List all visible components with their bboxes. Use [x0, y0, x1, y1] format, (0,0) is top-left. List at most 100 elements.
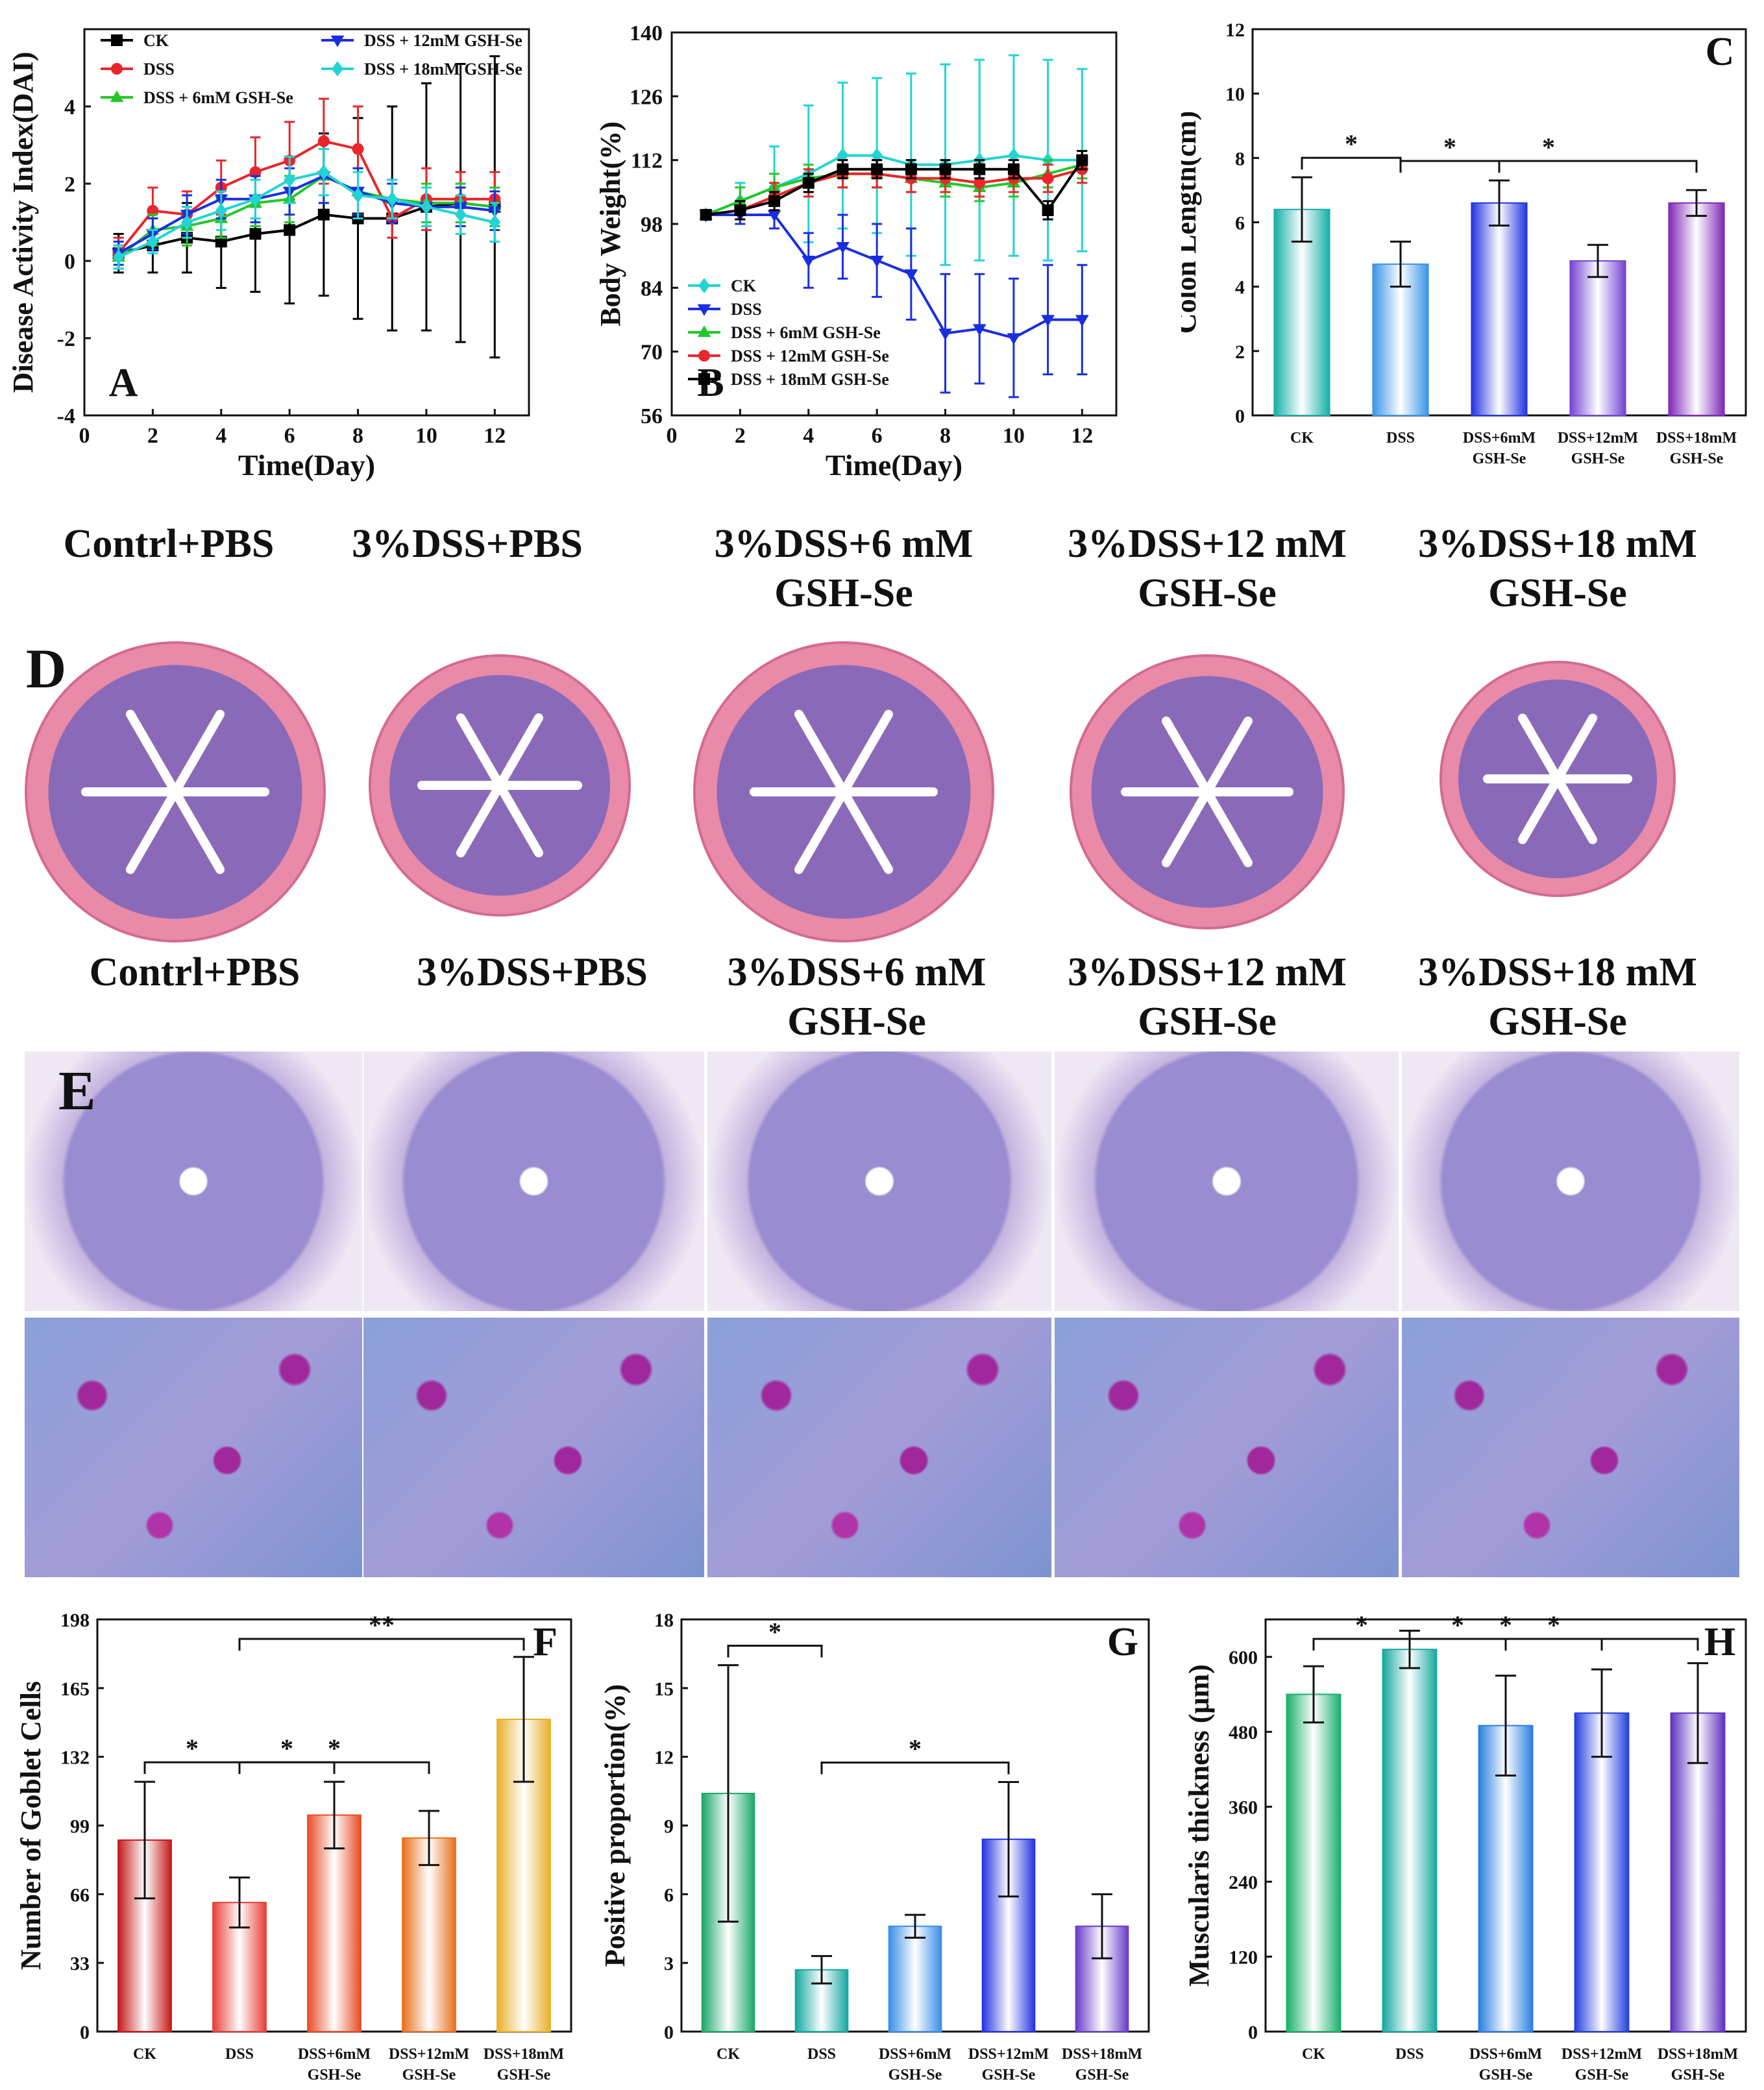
y-tick-label: 240	[1229, 1872, 1258, 1893]
lumen-branch	[794, 709, 848, 796]
series-line	[705, 213, 1083, 339]
category-label: DSS+12mM	[968, 2046, 1049, 2063]
category-label: DSS+18mM	[1658, 2046, 1738, 2063]
y-tick-label: 120	[1229, 1947, 1258, 1969]
lumen-branch	[1553, 713, 1597, 783]
significance-bracket: *	[1399, 132, 1698, 173]
data-point	[1041, 315, 1055, 327]
significance-label: *	[1451, 1610, 1464, 1640]
legend-marker	[697, 325, 711, 338]
pas-stained-section	[707, 1051, 1051, 1311]
bracket-line	[820, 1761, 1010, 1775]
legend-label: DSS + 12mM GSH-Se	[364, 31, 522, 50]
series-line	[117, 171, 495, 258]
significance-label: *	[186, 1734, 199, 1763]
y-tick-label: 84	[641, 277, 663, 301]
category-label: CK	[717, 2046, 740, 2063]
lumen-branch	[495, 781, 543, 857]
significance-bracket: *	[1408, 1610, 1699, 1651]
data-point	[147, 234, 159, 249]
series-dss	[699, 200, 1089, 399]
pas-stained-detail	[363, 1318, 704, 1577]
y-tick-label: 0	[64, 250, 75, 274]
pas-stained-section	[1055, 1051, 1399, 1311]
y-axis-label: Disease Activity Index(DAI)	[7, 52, 39, 393]
legend-entry: DSS + 12mM GSH-Se	[321, 31, 522, 50]
histology-title: Contrl+PBS	[63, 522, 275, 566]
data-point	[837, 147, 849, 164]
x-tick-label: 2	[735, 424, 746, 448]
legend-marker	[332, 61, 343, 77]
histology-title: GSH-Se	[774, 571, 913, 615]
histology-title: 3%DSS+12 mM	[1068, 950, 1347, 994]
category-label: CK	[1302, 2046, 1325, 2063]
series-line	[705, 159, 1083, 216]
histology-title: 3%DSS+6 mM	[727, 950, 986, 994]
panel-letter: A	[109, 361, 138, 405]
data-point	[249, 228, 262, 240]
category-label: GSH-Se	[888, 2067, 942, 2084]
significance-label: *	[328, 1734, 341, 1763]
panel-letter: G	[1107, 1620, 1138, 1664]
histology-title: GSH-Se	[1138, 571, 1277, 615]
legend-marker	[698, 373, 710, 385]
significance-bracket: *	[820, 1734, 1010, 1775]
lumen-branch	[1162, 787, 1212, 868]
chart-g-positive-proportion: 0 3 6 9 12 15 18 Positive proportion(%) CK DSS DSS…	[599, 1610, 1150, 2084]
legend-entry: CK	[688, 277, 757, 295]
category-label: DSS+6mM	[1463, 430, 1536, 447]
x-tick-label: 10	[1003, 424, 1025, 448]
pas-stained-section	[363, 1051, 704, 1311]
lumen-branch	[1203, 787, 1253, 868]
category-label: DSS+6mM	[298, 2046, 371, 2063]
series-dss-12mm-gsh-se	[112, 147, 502, 266]
bar	[1569, 260, 1626, 416]
significance-label: *	[768, 1617, 781, 1647]
series-dss-18mm-gsh-se	[700, 150, 1088, 221]
y-tick-label: 198	[60, 1610, 90, 1631]
data-point	[837, 163, 849, 175]
lumen-branch	[1162, 716, 1212, 796]
pas-stained-detail	[1055, 1318, 1399, 1577]
data-point	[1042, 204, 1054, 216]
x-tick-label: 0	[667, 424, 678, 448]
histology-title: 3%DSS+PBS	[352, 522, 583, 566]
bracket-line	[727, 1645, 823, 1658]
legend-label: DSS + 12mM GSH-Se	[731, 347, 889, 365]
category-label: GSH-Se	[497, 2067, 551, 2084]
legend-entry: DSS + 18mM GSH-Se	[321, 60, 522, 79]
legend-marker	[110, 90, 124, 103]
data-point	[249, 191, 262, 207]
bracket-line	[238, 1761, 336, 1775]
significance-bracket: **	[238, 1610, 525, 1651]
data-point	[972, 324, 986, 336]
category-label: DSS+18mM	[484, 2046, 564, 2063]
category-label: GSH-Se	[1571, 450, 1625, 467]
data-point	[386, 191, 398, 207]
bracket-line	[1399, 160, 1501, 173]
histology-title: GSH-Se	[787, 1000, 926, 1044]
bar	[1668, 202, 1725, 416]
data-point	[700, 208, 712, 221]
y-axis-label: Positive proportion(%)	[599, 1684, 631, 1967]
data-point	[974, 177, 986, 189]
category-label: DSS+18mM	[1656, 430, 1737, 447]
he-stained-colon-section	[1070, 654, 1345, 929]
y-tick-label: -2	[57, 327, 75, 351]
category-label: CK	[133, 2046, 156, 2063]
chart-h-muscularis-thickness: 0 120 240 360 480 600 Muscularis thickness (μm…	[1183, 1610, 1747, 2084]
y-tick-label: 4	[64, 95, 75, 119]
bracket-line	[1408, 1638, 1699, 1651]
bracket-line	[238, 1761, 430, 1775]
x-axis-label: Time(Day)	[826, 449, 962, 482]
category-label: GSH-Se	[1479, 2067, 1533, 2084]
y-tick-label: 126	[630, 85, 663, 109]
data-point	[938, 328, 952, 341]
bar	[1382, 1649, 1438, 2032]
he-stained-colon-section	[25, 641, 326, 942]
y-tick-label: 66	[70, 1884, 90, 1906]
category-label: GSH-Se	[308, 2067, 361, 2084]
data-point	[939, 163, 951, 175]
pas-stained-detail	[707, 1318, 1051, 1577]
category-label: GSH-Se	[982, 2067, 1036, 2084]
